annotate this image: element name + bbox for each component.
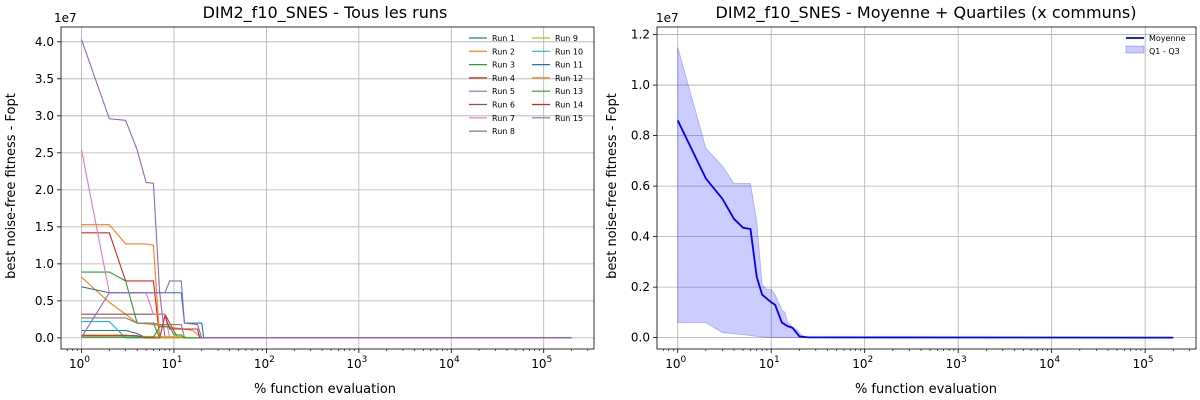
series-line-run-4 [81, 232, 572, 339]
left-x-tick-exponent: 3 [362, 355, 368, 365]
right-x-tick-label: 104 [1039, 355, 1060, 371]
left-y-tick-label: 2.5 [35, 146, 54, 160]
left-y-tick-label: 0.5 [35, 294, 54, 308]
left-chart-ylabel: best noise-free fitness - Fopt [4, 93, 19, 279]
legend-label-run-6: Run 6 [492, 101, 515, 110]
right-y-tick-label: 1.2 [631, 28, 650, 42]
series-line-run-8 [81, 317, 572, 339]
series-line-run-14 [81, 313, 572, 339]
left-y-tick-label: 2.0 [35, 183, 54, 197]
right-x-tick-exponent: 2 [867, 355, 873, 365]
left-chart-panel: DIM2_f10_SNES - Tous les runs 1e7 % func… [4, 3, 595, 397]
mean-line [676, 120, 1174, 339]
series-line-run-3 [81, 271, 572, 339]
left-x-tick-label: 100 [69, 355, 90, 371]
left-y-tick-label: 4.0 [35, 35, 54, 49]
right-x-tick-exponent: 0 [681, 355, 687, 365]
right-y-tick-label: 0.6 [631, 179, 650, 193]
left-x-tick-exponent: 5 [546, 355, 552, 365]
right-x-tick-exponent: 1 [774, 355, 780, 365]
legend-label-run-15: Run 15 [555, 114, 583, 123]
right-x-tick-exponent: 4 [1054, 355, 1060, 365]
series-line-run-2 [81, 276, 572, 339]
right-y-tick-label: 0.8 [631, 129, 650, 143]
left-y-tick-label: 3.0 [35, 109, 54, 123]
left-x-tick-exponent: 2 [269, 355, 275, 365]
left-y-tick-label: 1.5 [35, 220, 54, 234]
left-chart-xlabel: % function evaluation [254, 382, 396, 397]
right-x-tick-exponent: 5 [1148, 355, 1154, 365]
right-chart-panel: DIM2_f10_SNES - Moyenne + Quartiles (x c… [605, 3, 1197, 397]
right-x-tick-label: 100 [665, 355, 686, 371]
legend-label-run-10: Run 10 [555, 47, 583, 56]
legend-label-mean: Moyenne [1149, 34, 1186, 43]
left-chart-ticks: 100 101 102 103 104 1050.00.51.01.52.02.53.03… [35, 35, 589, 371]
right-y-tick-label: 1.0 [631, 78, 650, 92]
right-x-tick-label: 102 [852, 355, 873, 371]
legend-label-run-5: Run 5 [492, 87, 515, 96]
right-x-tick-label: 105 [1133, 355, 1154, 371]
left-y-tick-label: 0.0 [35, 331, 54, 345]
right-x-tick-label: 101 [759, 355, 780, 371]
left-chart-grid [61, 27, 594, 349]
left-x-tick-label: 104 [439, 355, 460, 371]
right-y-tick-label: 0.0 [631, 331, 650, 345]
left-x-tick-label: 105 [531, 355, 552, 371]
legend-label-run-12: Run 12 [555, 74, 583, 83]
legend-label-quartiles: Q1 - Q3 [1149, 47, 1180, 56]
legend-label-run-4: Run 4 [492, 74, 515, 83]
series-line-run-13 [81, 326, 572, 339]
left-y-tick-label: 1.0 [35, 257, 54, 271]
left-x-tick-exponent: 4 [454, 355, 460, 365]
right-chart-title: DIM2_f10_SNES - Moyenne + Quartiles (x c… [716, 3, 1137, 23]
right-x-tick-label: 103 [946, 355, 967, 371]
right-chart-legend: Moyenne Q1 - Q3 [1125, 34, 1186, 56]
left-x-tick-exponent: 0 [84, 355, 90, 365]
right-chart-series-group [676, 47, 1174, 339]
legend-label-run-8: Run 8 [492, 127, 515, 136]
right-chart-xlabel: % function evaluation [855, 382, 997, 397]
left-x-tick-label: 102 [254, 355, 275, 371]
legend-label-run-7: Run 7 [492, 114, 515, 123]
legend-swatch-quartiles [1125, 45, 1145, 54]
series-line-run-12 [81, 224, 572, 339]
left-chart-offset-text: 1e7 [54, 11, 77, 25]
quartile-band-area [677, 47, 1174, 339]
left-chart-series-group [80, 39, 572, 339]
right-y-tick-label: 0.4 [631, 230, 650, 244]
series-line-run-15 [81, 280, 572, 339]
right-x-tick-exponent: 3 [961, 355, 967, 365]
legend-label-run-9: Run 9 [555, 34, 578, 43]
legend-label-run-14: Run 14 [555, 101, 583, 110]
right-chart-grid [657, 27, 1196, 349]
legend-label-run-3: Run 3 [492, 61, 515, 70]
legend-label-run-2: Run 2 [492, 47, 515, 56]
right-chart-ylabel: best noise-free fitness - Fopt [605, 93, 620, 279]
series-line-run-7 [80, 149, 572, 339]
right-chart-offset-text: 1e7 [656, 11, 679, 25]
right-chart-plot-frame [656, 26, 1197, 350]
left-chart-plot-frame [60, 26, 595, 350]
legend-label-run-1: Run 1 [492, 34, 515, 43]
left-y-tick-label: 3.5 [35, 72, 54, 86]
left-x-tick-label: 103 [346, 355, 367, 371]
legend-label-run-11: Run 11 [555, 61, 583, 70]
left-chart-legend: Run 1 Run 2 Run 3 Run 4 Run 5 Run 6 Run 7 Run 8… [469, 34, 583, 136]
right-y-tick-label: 0.2 [631, 280, 650, 294]
left-x-tick-label: 101 [161, 355, 182, 371]
legend-label-run-13: Run 13 [555, 87, 583, 96]
left-chart-title: DIM2_f10_SNES - Tous les runs [203, 3, 448, 23]
left-x-tick-exponent: 1 [177, 355, 183, 365]
